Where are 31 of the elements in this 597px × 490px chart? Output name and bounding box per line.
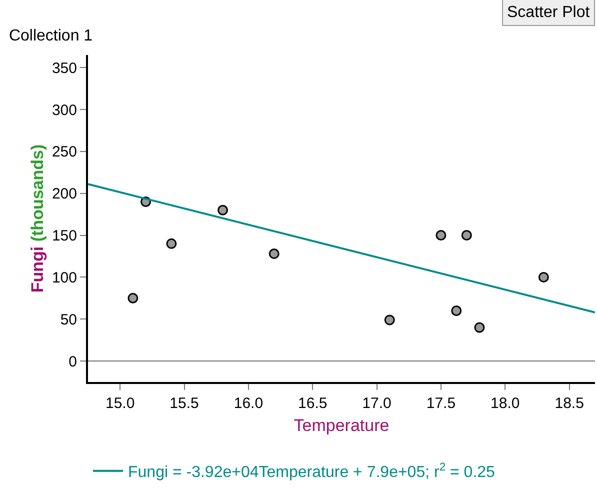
y-tick-label: 150 bbox=[52, 228, 77, 245]
point bbox=[538, 272, 549, 282]
x-tick-label: 15.5 bbox=[170, 395, 199, 412]
y-tick-label: 200 bbox=[52, 186, 77, 203]
point bbox=[436, 230, 446, 241]
y-tick-label: 0 bbox=[68, 353, 77, 370]
point bbox=[474, 322, 485, 333]
x-tick-label: 18.5 bbox=[554, 395, 584, 412]
x-axis-title: Temperature bbox=[294, 416, 390, 435]
point bbox=[166, 238, 177, 249]
legend-label: Fungi = -3.92e+04Temperature + 7.9e+05; r$^{2}$ = 0.25 bbox=[128, 461, 496, 482]
chart-title: Collection 1 bbox=[8, 28, 93, 45]
y-tick-label: 350 bbox=[52, 60, 77, 77]
text: Scatter Plot bbox=[507, 4, 590, 21]
x-tick-label: 16.0 bbox=[234, 395, 264, 412]
point bbox=[451, 305, 462, 316]
y-axis-title: Fungi (thousands) bbox=[28, 144, 48, 293]
point bbox=[384, 314, 395, 326]
x-tick-label: 16.5 bbox=[298, 395, 328, 412]
x-tick-label: 18.0 bbox=[490, 395, 520, 412]
point bbox=[218, 204, 228, 216]
x-tick-label: 17.0 bbox=[362, 395, 392, 412]
point bbox=[268, 248, 280, 259]
y-tick-label: 100 bbox=[52, 269, 77, 286]
x-tick-label: 15.0 bbox=[105, 395, 135, 412]
y-tick-label: 250 bbox=[52, 144, 77, 161]
point bbox=[461, 230, 472, 241]
x-tick-label: 17.5 bbox=[426, 395, 456, 412]
point bbox=[128, 292, 138, 304]
y-tick-label: 300 bbox=[52, 102, 77, 119]
y-tick-label: 50 bbox=[60, 311, 77, 328]
